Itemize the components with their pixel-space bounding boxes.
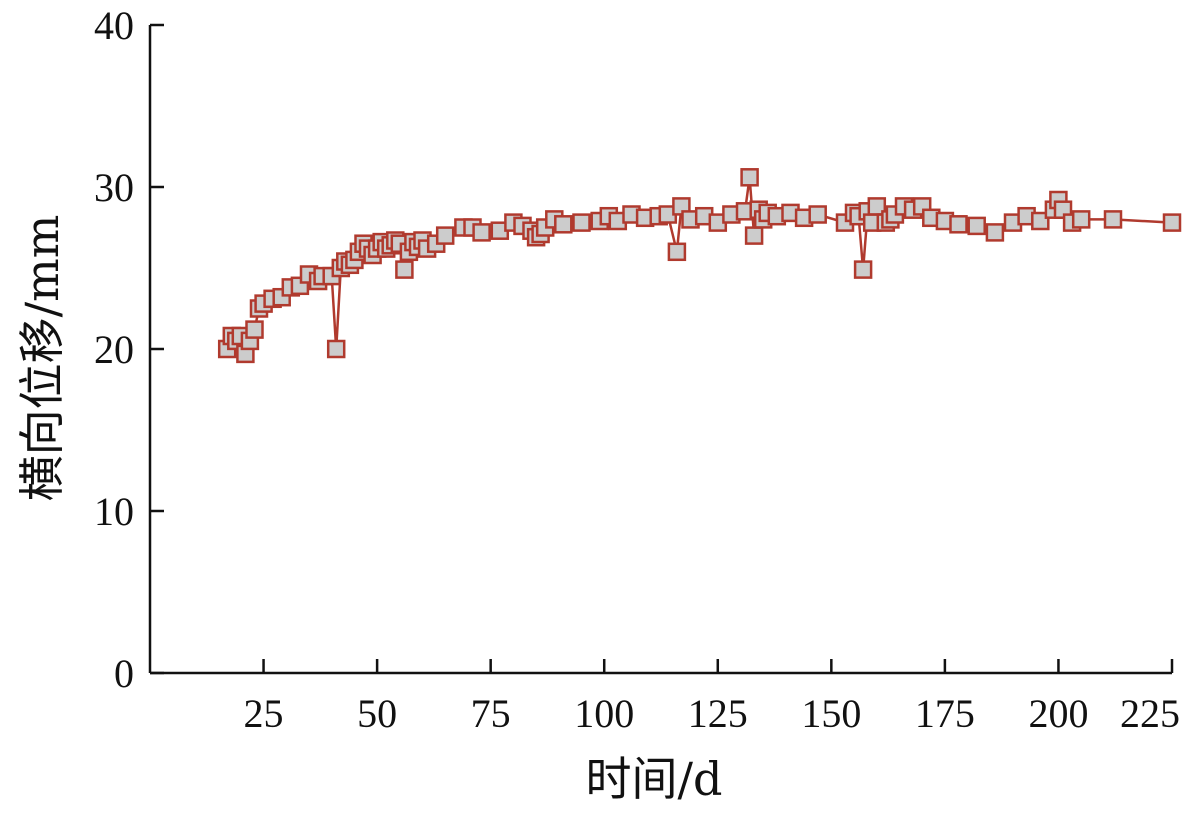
data-point-marker	[572, 213, 591, 232]
data-point-marker	[1031, 211, 1050, 231]
data-point-marker	[435, 226, 455, 245]
data-point-marker	[554, 215, 573, 234]
y-tick-label: 30	[94, 165, 134, 210]
x-tick-label: 100	[574, 691, 634, 736]
data-point-marker	[667, 242, 687, 262]
data-point-marker	[744, 226, 764, 245]
y-tick-label: 20	[94, 327, 134, 372]
data-point-marker	[985, 223, 1005, 242]
data-point-marker	[740, 168, 759, 187]
y-axis-title: 横向位移/mm	[15, 215, 69, 502]
series	[217, 168, 1182, 364]
x-tick-label: 25	[244, 691, 284, 736]
data-point-marker	[1103, 210, 1123, 229]
x-tick-label: 50	[357, 691, 397, 736]
y-tick-label: 0	[114, 651, 134, 696]
data-point-marker	[949, 215, 968, 234]
data-point-marker	[472, 223, 491, 242]
ticks: 0 10 20 30 40 25 50 75 100 125 150 175 200 225	[94, 3, 1180, 736]
axes	[148, 25, 1172, 675]
data-point-marker	[326, 339, 346, 359]
data-point-marker	[1071, 210, 1091, 229]
series-line	[226, 176, 1173, 356]
data-point-marker	[245, 320, 264, 339]
x-tick-label: 125	[688, 691, 748, 736]
x-tick-label: 75	[471, 691, 511, 736]
x-tick-label: 150	[801, 691, 861, 736]
x-tick-label: 225	[1120, 691, 1180, 736]
y-tick-label: 40	[94, 3, 134, 48]
x-axis-title: 时间/d	[586, 752, 723, 806]
data-point-marker	[967, 216, 986, 236]
data-point-marker	[1162, 213, 1182, 232]
x-tick-label: 200	[1028, 691, 1088, 736]
data-point-marker	[853, 260, 873, 279]
x-tick-label: 175	[915, 691, 975, 736]
data-point-marker	[808, 205, 827, 224]
y-tick-label: 10	[94, 489, 134, 534]
data-point-marker	[395, 260, 414, 279]
